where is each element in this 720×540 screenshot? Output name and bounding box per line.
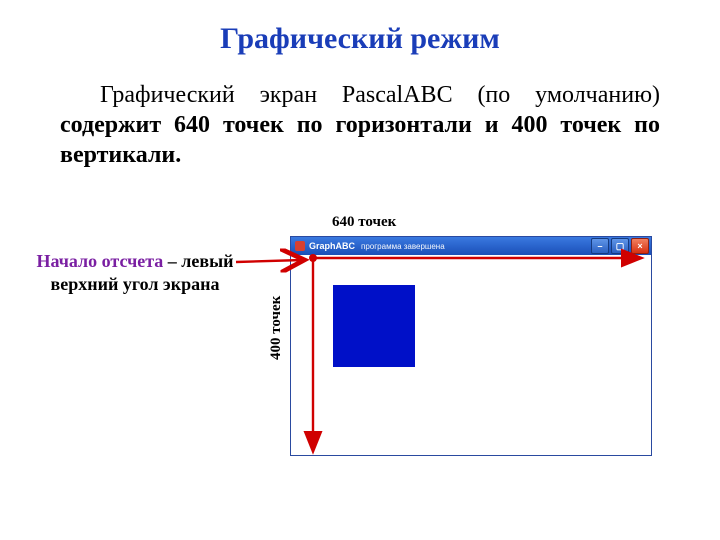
- window-subtitle: программа завершена: [361, 242, 445, 251]
- slide: Графический режим Графический экран Pasc…: [0, 0, 720, 540]
- paragraph-plain: Графический экран PascalABC (по умолчани…: [100, 82, 660, 108]
- body-paragraph: Графический экран PascalABC (по умолчани…: [60, 80, 660, 170]
- maximize-button[interactable]: ▢: [611, 238, 629, 254]
- minimize-button[interactable]: –: [591, 238, 609, 254]
- origin-highlight: Начало отсчета: [36, 251, 163, 271]
- origin-label: Начало отсчета – левый верхний угол экра…: [30, 250, 240, 295]
- close-button[interactable]: ×: [631, 238, 649, 254]
- graphabc-window: GraphABC программа завершена – ▢ ×: [290, 236, 652, 456]
- paragraph-bold: содержит 640 точек по горизонтали и 400 …: [60, 112, 660, 168]
- window-canvas: [291, 255, 651, 455]
- window-title: GraphABC: [309, 241, 355, 251]
- horizontal-dimension-label: 640 точек: [332, 214, 396, 231]
- page-title: Графический режим: [0, 22, 720, 56]
- app-icon: [295, 241, 305, 251]
- vertical-dimension-label: 400 точек: [268, 296, 285, 360]
- titlebar: GraphABC программа завершена – ▢ ×: [291, 237, 651, 255]
- blue-square: [333, 285, 415, 367]
